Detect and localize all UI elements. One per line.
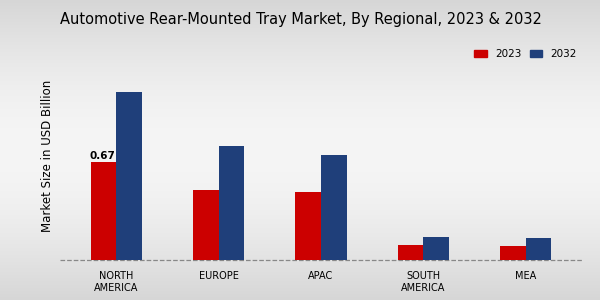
Bar: [398, 245, 424, 260]
Bar: [193, 190, 218, 260]
Legend: 2023, 2032: 2023, 2032: [474, 49, 577, 59]
Text: Automotive Rear-Mounted Tray Market, By Regional, 2023 & 2032: Automotive Rear-Mounted Tray Market, By …: [60, 12, 542, 27]
Bar: [295, 193, 321, 260]
Bar: [526, 238, 551, 260]
Bar: [500, 247, 526, 260]
Y-axis label: Market Size in USD Billion: Market Size in USD Billion: [41, 80, 55, 232]
Bar: [424, 237, 449, 260]
Bar: [116, 92, 142, 260]
Text: 0.67: 0.67: [89, 151, 115, 161]
Bar: [218, 146, 244, 260]
Bar: [321, 154, 347, 260]
Bar: [91, 162, 116, 260]
